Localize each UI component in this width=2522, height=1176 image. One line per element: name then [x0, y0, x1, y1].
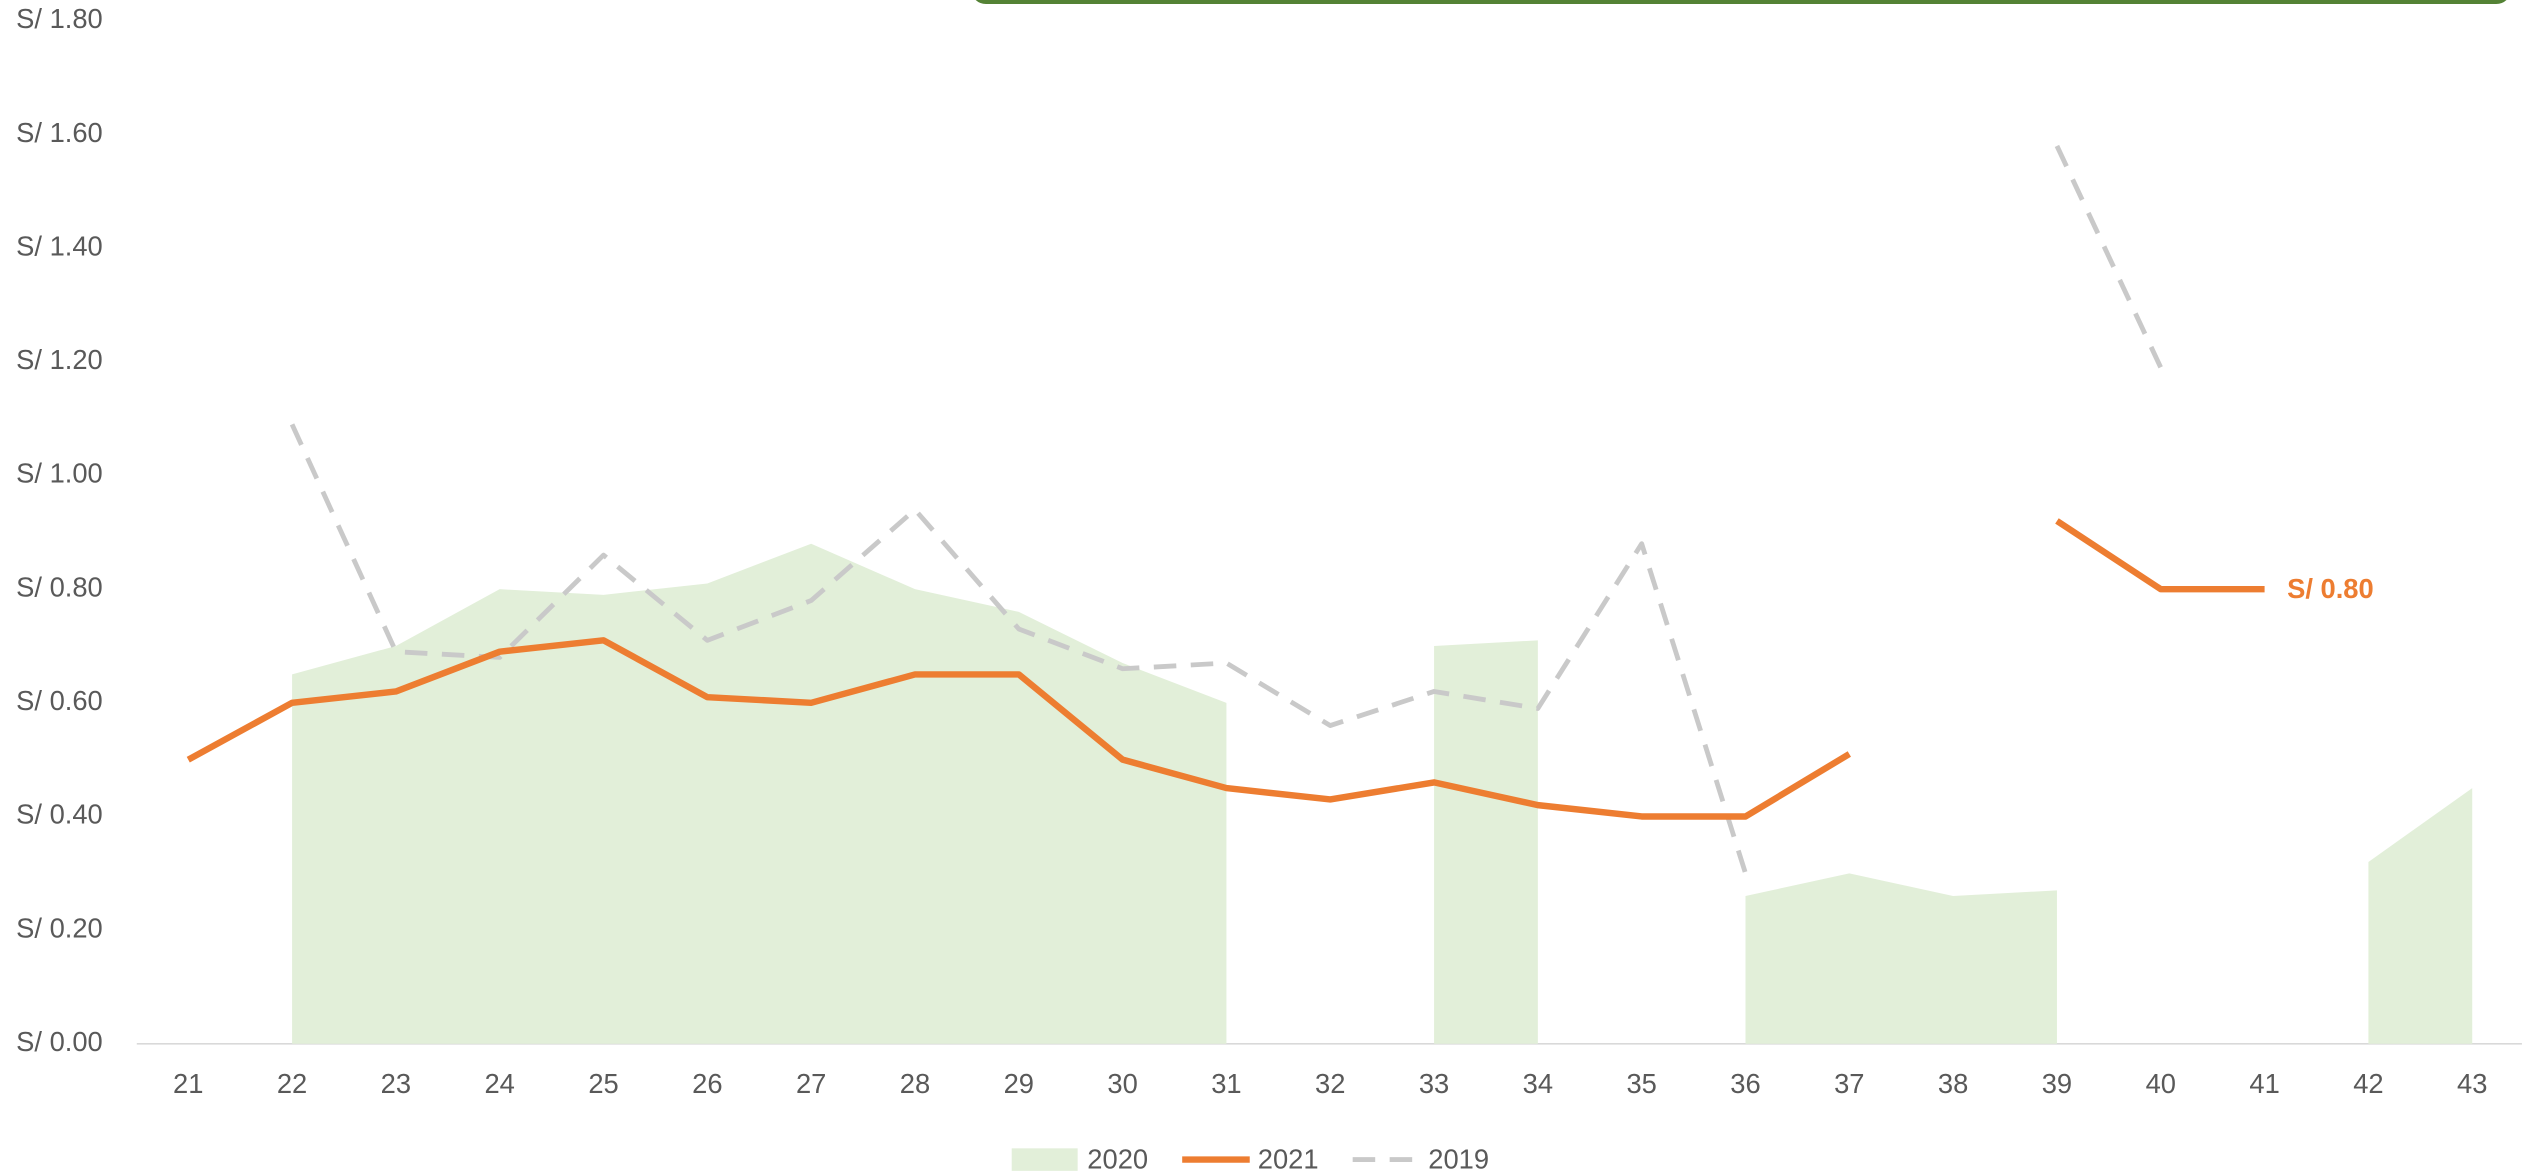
dashed-line: [289, 423, 1748, 875]
y-tick-label: S/ 0.40: [16, 799, 103, 830]
x-tick-label: 28: [900, 1068, 930, 1099]
x-tick-label: 39: [2042, 1068, 2072, 1099]
x-tick-label: 25: [588, 1068, 618, 1099]
y-tick-label: S/ 0.20: [16, 912, 103, 943]
x-tick-label: 43: [2457, 1068, 2487, 1099]
data-label: S/ 0.80: [2287, 573, 2374, 604]
x-tick-label: 34: [1523, 1068, 1553, 1099]
y-tick-label: S/ 1.00: [16, 458, 103, 489]
area: [2368, 788, 2473, 1044]
x-tick-label: 24: [485, 1068, 515, 1099]
x-tick-label: 42: [2353, 1068, 2383, 1099]
y-tick-label: S/ 1.40: [16, 230, 103, 261]
x-tick-label: 22: [277, 1068, 307, 1099]
x-tick-label: 38: [1938, 1068, 1968, 1099]
area: [1745, 873, 2057, 1044]
area: [1434, 640, 1538, 1044]
legend-label: 2019: [1428, 1143, 1489, 1174]
line: [2055, 518, 2265, 593]
x-tick-label: 23: [381, 1068, 411, 1099]
x-tick-label: 29: [1004, 1068, 1034, 1099]
y-tick-label: S/ 0.60: [16, 685, 103, 716]
x-tick-label: 30: [1107, 1068, 1137, 1099]
x-tick-label: 36: [1730, 1068, 1760, 1099]
x-tick-label: 35: [1626, 1068, 1656, 1099]
legend-swatch: [1011, 1148, 1078, 1171]
x-tick-label: 26: [692, 1068, 722, 1099]
x-tick-label: 41: [2249, 1068, 2279, 1099]
x-tick-label: 31: [1211, 1068, 1241, 1099]
y-tick-label: S/ 1.60: [16, 117, 103, 148]
y-tick-label: S/ 1.80: [16, 3, 103, 34]
x-tick-label: 27: [796, 1068, 826, 1099]
x-tick-label: 37: [1834, 1068, 1864, 1099]
x-tick-label: 21: [173, 1068, 203, 1099]
y-tick-label: S/ 0.00: [16, 1026, 103, 1057]
dashed-line: [2054, 144, 2163, 369]
y-tick-label: S/ 1.20: [16, 344, 103, 375]
x-tick-label: 32: [1315, 1068, 1345, 1099]
area: [292, 543, 1227, 1044]
y-tick-label: S/ 0.80: [16, 571, 103, 602]
line: [186, 637, 1851, 820]
legend-label: 2021: [1258, 1143, 1319, 1174]
x-tick-label: 33: [1419, 1068, 1449, 1099]
top-banner: [975, 0, 2507, 5]
legend-label: 2020: [1087, 1143, 1148, 1174]
x-tick-label: 40: [2146, 1068, 2176, 1099]
